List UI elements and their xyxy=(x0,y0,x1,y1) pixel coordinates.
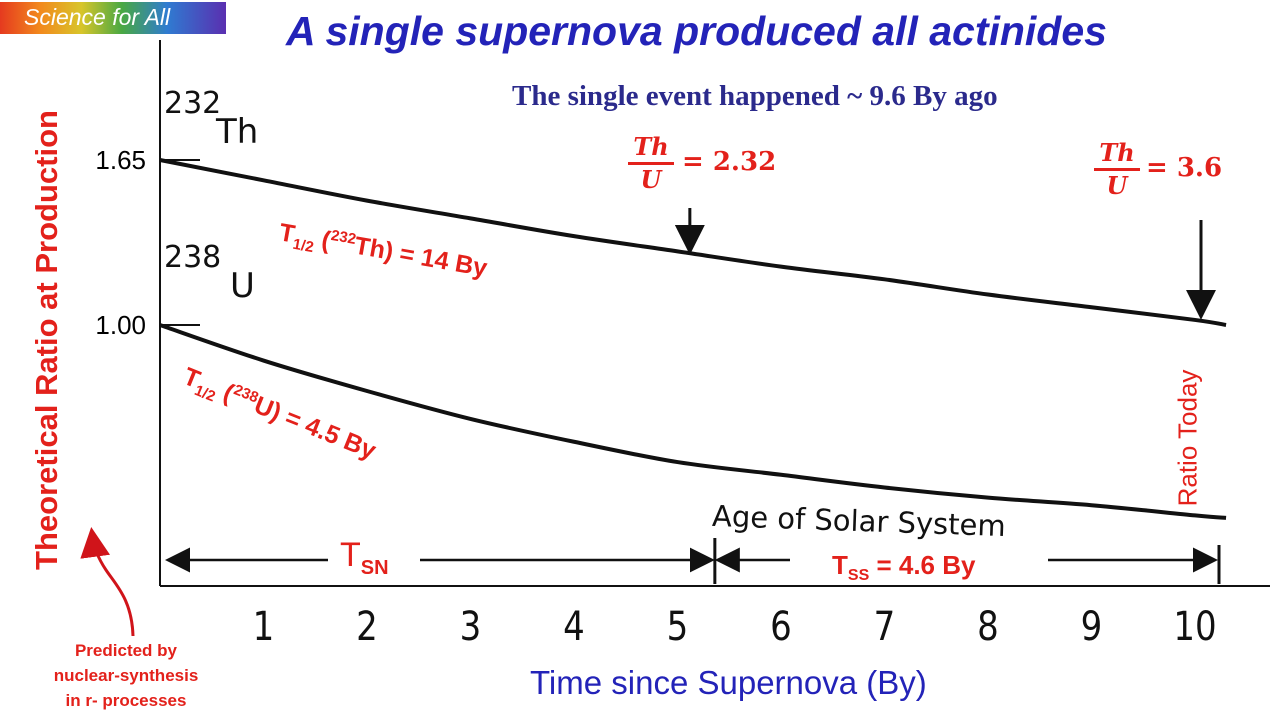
slide-subtitle: The single event happened ~ 9.6 By ago xyxy=(512,80,998,112)
y-tick-label: 1.65 xyxy=(95,145,146,175)
y-tick-label: 1.00 xyxy=(95,310,146,340)
prediction-note-line-3: in r- processes xyxy=(65,691,187,710)
t-ss-main: T xyxy=(832,550,848,580)
ratio-today-annotation: Th U = 3.6 xyxy=(1094,138,1222,200)
x-tick-label: 6 xyxy=(770,603,792,649)
ratio-early-annotation: Th U = 2.32 xyxy=(628,132,776,194)
x-tick-label: 1 xyxy=(253,603,275,649)
y-axis-label-text: Theoretical Ratio at Production xyxy=(29,110,64,570)
x-tick-label: 8 xyxy=(977,603,999,649)
x-axis-label: Time since Supernova (By) xyxy=(530,664,927,701)
series-line-232Th xyxy=(159,158,1227,327)
t-ss-value: = 4.6 By xyxy=(869,550,976,580)
ratio-early-value: = 2.32 xyxy=(682,147,777,177)
x-tick-label: 10 xyxy=(1173,603,1216,649)
brand-badge-text: Science for All xyxy=(24,4,171,30)
prediction-note-line-2: nuclear-synthesis xyxy=(53,666,199,685)
x-tick-label: 7 xyxy=(874,603,896,649)
ratio-early-denominator: U xyxy=(640,165,662,194)
ratio-early-fraction-bar xyxy=(628,162,674,165)
x-tick-label: 5 xyxy=(667,603,689,649)
t-ss-sub: SS xyxy=(847,567,870,585)
brand-badge: Science for All xyxy=(0,2,226,34)
ratio-early-numerator: Th xyxy=(633,132,669,161)
x-tick-label: 2 xyxy=(356,603,378,649)
ratio-today-fraction-bar xyxy=(1094,168,1140,171)
ratio-today-label-text: Ratio Today xyxy=(1172,369,1203,507)
prediction-note: Predicted by nuclear-synthesis in r- pro… xyxy=(28,638,224,713)
x-tick-label: 4 xyxy=(563,603,585,649)
u-element-symbol: U xyxy=(230,266,255,306)
x-tick-label: 3 xyxy=(460,603,482,649)
t-ss-label: TSS = 4.6 By xyxy=(832,550,975,585)
th-element-symbol: Th xyxy=(216,112,259,152)
t-sn-label: TSN xyxy=(340,536,389,580)
t-sn-main: T xyxy=(340,536,361,574)
u-mass-number: 238 xyxy=(164,240,222,275)
slide-title: A single supernova produced all actinide… xyxy=(286,8,1107,54)
ratio-today-denominator: U xyxy=(1106,171,1128,200)
prediction-note-line-1: Predicted by xyxy=(74,641,178,660)
th-half-life-sub: 1/2 xyxy=(291,235,315,257)
ratio-today-value: = 3.6 xyxy=(1146,153,1223,183)
ratio-today-numerator: Th xyxy=(1099,138,1135,167)
th-isotope-label: 232 Th xyxy=(164,86,258,152)
th-half-life-sup: 232 xyxy=(329,226,358,249)
note-curved-arrow xyxy=(80,527,135,637)
x-tick-label: 9 xyxy=(1081,603,1103,649)
th-mass-number: 232 xyxy=(164,86,222,121)
t-sn-sub: SN xyxy=(360,556,389,579)
u-isotope-label: 238 U xyxy=(164,240,255,306)
series-line-238U xyxy=(159,323,1227,520)
